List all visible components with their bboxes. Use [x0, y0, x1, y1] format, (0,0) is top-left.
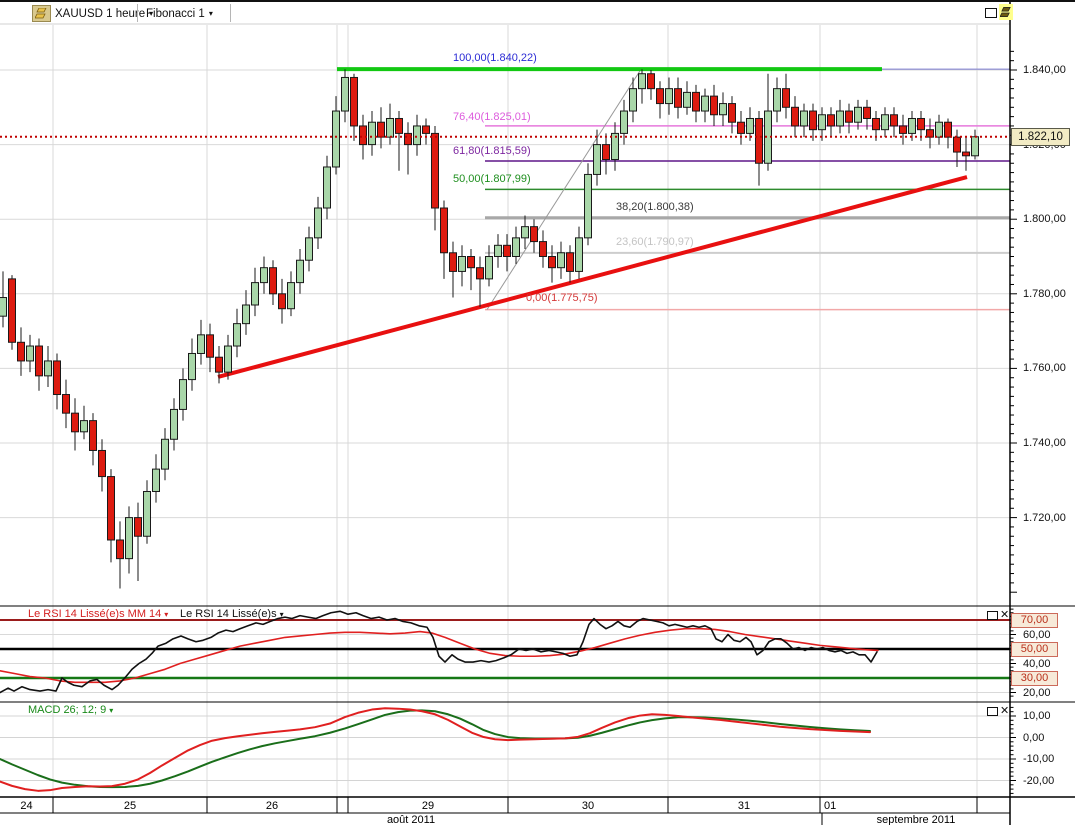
axis-tick-marks	[1010, 50, 1017, 794]
time-axis-separators	[52, 797, 978, 825]
overlay-lines	[217, 67, 968, 379]
rsi-tick-label: 40,00	[1023, 657, 1051, 670]
restore-window-icon[interactable]	[985, 8, 997, 18]
gridlines-vertical	[52, 25, 978, 797]
fibonacci-tool-menu[interactable]: Fibonacci 1 ▾	[146, 5, 213, 22]
fib-label-38-20: 38,20(1.800,38)	[616, 201, 694, 213]
macd-close-icon[interactable]: ✕	[1000, 705, 1010, 717]
chevron-down-icon: ▾	[164, 610, 169, 619]
price-tick-label: 1.760,00	[1023, 362, 1066, 375]
fibonacci-anchor-line	[486, 68, 642, 310]
current-price-badge: 1.822,10	[1011, 128, 1070, 146]
chevron-down-icon: ▾	[109, 706, 114, 715]
macd-restore-icon[interactable]	[987, 707, 998, 716]
fib-label-61-80: 61,80(1.815,59)	[453, 145, 531, 157]
chevron-down-icon: ▾	[279, 610, 284, 619]
day-cell: 01	[824, 800, 837, 812]
toolbar-separator	[230, 4, 231, 22]
rsi-pane-graphics	[0, 610, 1010, 694]
rsi-level-badge: 70,00	[1011, 613, 1058, 628]
price-tick-label: 1.740,00	[1023, 437, 1066, 449]
day-cell: 30	[581, 800, 595, 812]
rsi-label[interactable]: Le RSI 14 Lissé(e)s ▾	[180, 608, 284, 620]
rsi-tick-label: 60,00	[1023, 628, 1051, 641]
macd-label[interactable]: MACD 26; 12; 9 ▾	[28, 704, 114, 716]
instrument-label: XAUUSD 1 heure	[55, 7, 146, 20]
fib-label-50-00: 50,00(1.807,99)	[453, 173, 531, 185]
macd-tick-label: -20,00	[1023, 774, 1055, 787]
rsi-restore-icon[interactable]	[987, 611, 998, 620]
fib-label-0-00: 0,00(1.775,75)	[526, 292, 598, 304]
month-cell: septembre 2011	[876, 814, 956, 825]
gold-instrument-icon	[32, 5, 51, 22]
fib-label-100-00: 100,00(1.840,22)	[453, 52, 537, 64]
rsi-ma-label[interactable]: Le RSI 14 Lissé(e)s MM 14 ▾	[28, 608, 169, 620]
toolbar-separator	[137, 4, 138, 22]
fib-label-76-40: 76,40(1.825,01)	[453, 111, 531, 123]
macd-tick-label: -10,00	[1023, 753, 1055, 765]
macd-pane-graphics	[0, 707, 1010, 792]
price-tick-label: 1.780,00	[1023, 287, 1066, 300]
rsi-tick-label: 20,00	[1023, 686, 1051, 699]
price-tick-label: 1.840,00	[1023, 64, 1066, 76]
candlestick-series	[0, 69, 979, 589]
chevron-down-icon: ▾	[208, 9, 213, 18]
rsi-level-badge: 30,00	[1011, 671, 1058, 686]
macd-tick-label: 10,00	[1023, 710, 1051, 722]
price-tick-label: 1.720,00	[1023, 511, 1066, 524]
day-cell: 24	[20, 800, 33, 812]
fibonacci-tool-label: Fibonacci 1	[146, 7, 205, 20]
rsi-level-badge: 50,00	[1011, 642, 1058, 657]
chevron-down-icon: ▾	[149, 9, 154, 18]
instrument-badge-icon[interactable]	[999, 4, 1013, 20]
price-tick-label: 1.800,00	[1023, 213, 1066, 226]
instrument-selector[interactable]: XAUUSD 1 heure ▾	[32, 5, 153, 22]
month-cell: août 2011	[386, 814, 436, 825]
rsi-close-icon[interactable]: ✕	[1000, 609, 1010, 621]
macd-tick-label: 0,00	[1023, 731, 1045, 744]
day-cell: 26	[265, 800, 279, 812]
fib-label-23-60: 23,60(1.790,97)	[616, 236, 694, 248]
day-cell: 29	[421, 800, 435, 812]
day-cell: 25	[123, 800, 137, 812]
day-cell: 31	[737, 800, 751, 812]
